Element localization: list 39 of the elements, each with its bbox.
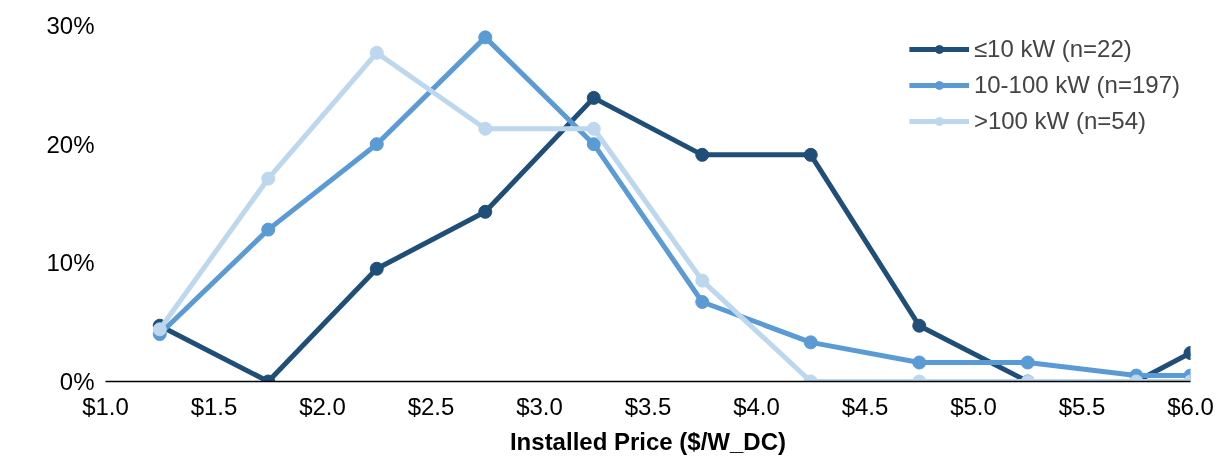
point [261, 171, 276, 186]
point [586, 121, 601, 136]
point [478, 204, 493, 219]
legend-label: 10-100 kW (n=197) [973, 71, 1180, 99]
x-tick-label: $3.0 [516, 392, 563, 420]
point [586, 137, 601, 152]
y-tick-label: 10% [46, 249, 95, 277]
x-tick-label: $3.5 [624, 392, 672, 420]
point [695, 273, 710, 288]
point [478, 121, 493, 136]
point [261, 222, 276, 237]
y-tick-label: 30% [46, 12, 95, 39]
x-tick-label: $2.0 [299, 392, 346, 420]
y-tick-label: 0% [59, 368, 95, 395]
point [1020, 355, 1035, 370]
x-tick-label: $6.0 [1167, 392, 1214, 420]
point [695, 295, 710, 309]
point [369, 45, 384, 60]
point [803, 335, 818, 350]
point [912, 355, 927, 370]
x-tick-label: $4.0 [733, 392, 780, 420]
legend-label: >100 kW (n=54) [973, 107, 1146, 135]
point [152, 322, 167, 337]
point [369, 137, 384, 152]
x-tick-label: $1.0 [82, 392, 129, 420]
point [912, 318, 927, 333]
x-tick-label: $5.5 [1058, 392, 1106, 420]
x-tick-label: $5.0 [950, 392, 997, 420]
y-tick-label: 20% [46, 130, 95, 158]
point [695, 147, 710, 162]
point [586, 90, 601, 105]
legend-label: ≤10 kW (n=22) [973, 35, 1132, 63]
point [478, 30, 493, 45]
x-tick-label: $2.5 [407, 392, 455, 420]
point [803, 147, 818, 162]
point [369, 261, 384, 276]
x-tick-label: $1.5 [190, 392, 238, 420]
x-axis-title: Installed Price ($/W_DC) [509, 427, 787, 455]
x-tick-label: $4.5 [841, 392, 889, 420]
